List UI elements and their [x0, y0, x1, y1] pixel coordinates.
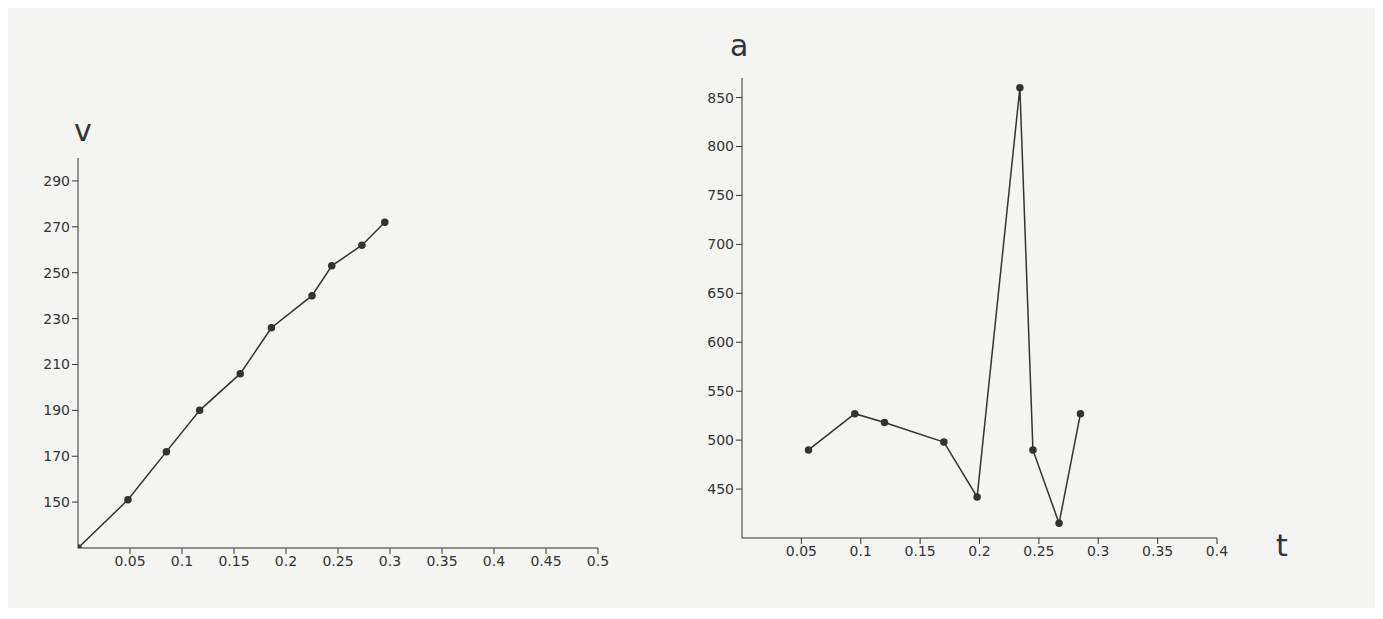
svg-text:0.25: 0.25: [1023, 543, 1054, 559]
svg-text:0.3: 0.3: [1087, 543, 1109, 559]
svg-text:150: 150: [43, 494, 70, 510]
html-text:v: v: [74, 113, 92, 148]
svg-text:0.5: 0.5: [587, 553, 609, 569]
svg-text:0.45: 0.45: [530, 553, 561, 569]
svg-text:0.35: 0.35: [1142, 543, 1173, 559]
svg-text:250: 250: [43, 265, 70, 281]
html-text:a: a: [730, 28, 749, 63]
svg-text:0.4: 0.4: [1206, 543, 1228, 559]
svg-text:270: 270: [43, 219, 70, 235]
svg-text:0.15: 0.15: [905, 543, 936, 559]
svg-text:210: 210: [43, 356, 70, 372]
svg-text:290: 290: [43, 173, 70, 189]
svg-text:750: 750: [707, 187, 734, 203]
svg-text:600: 600: [707, 334, 734, 350]
svg-text:230: 230: [43, 311, 70, 327]
svg-text:0.3: 0.3: [379, 553, 401, 569]
svg-text:0.2: 0.2: [968, 543, 990, 559]
svg-text:650: 650: [707, 285, 734, 301]
svg-text:0.05: 0.05: [114, 553, 145, 569]
svg-text:0.25: 0.25: [322, 553, 353, 569]
svg-text:850: 850: [707, 90, 734, 106]
svg-text:500: 500: [707, 432, 734, 448]
svg-text:700: 700: [707, 236, 734, 252]
svg-text:800: 800: [707, 138, 734, 154]
svg-text:0.2: 0.2: [275, 553, 297, 569]
svg-text:0.05: 0.05: [786, 543, 817, 559]
html-text:t: t: [1276, 528, 1288, 563]
svg-text:0.35: 0.35: [426, 553, 457, 569]
svg-text:190: 190: [43, 402, 70, 418]
svg-text:0.15: 0.15: [218, 553, 249, 569]
svg-text:450: 450: [707, 481, 734, 497]
svg-text:0.4: 0.4: [483, 553, 505, 569]
svg-text:550: 550: [707, 383, 734, 399]
svg-text:0.1: 0.1: [171, 553, 193, 569]
svg-text:170: 170: [43, 448, 70, 464]
svg-text:0.1: 0.1: [850, 543, 872, 559]
